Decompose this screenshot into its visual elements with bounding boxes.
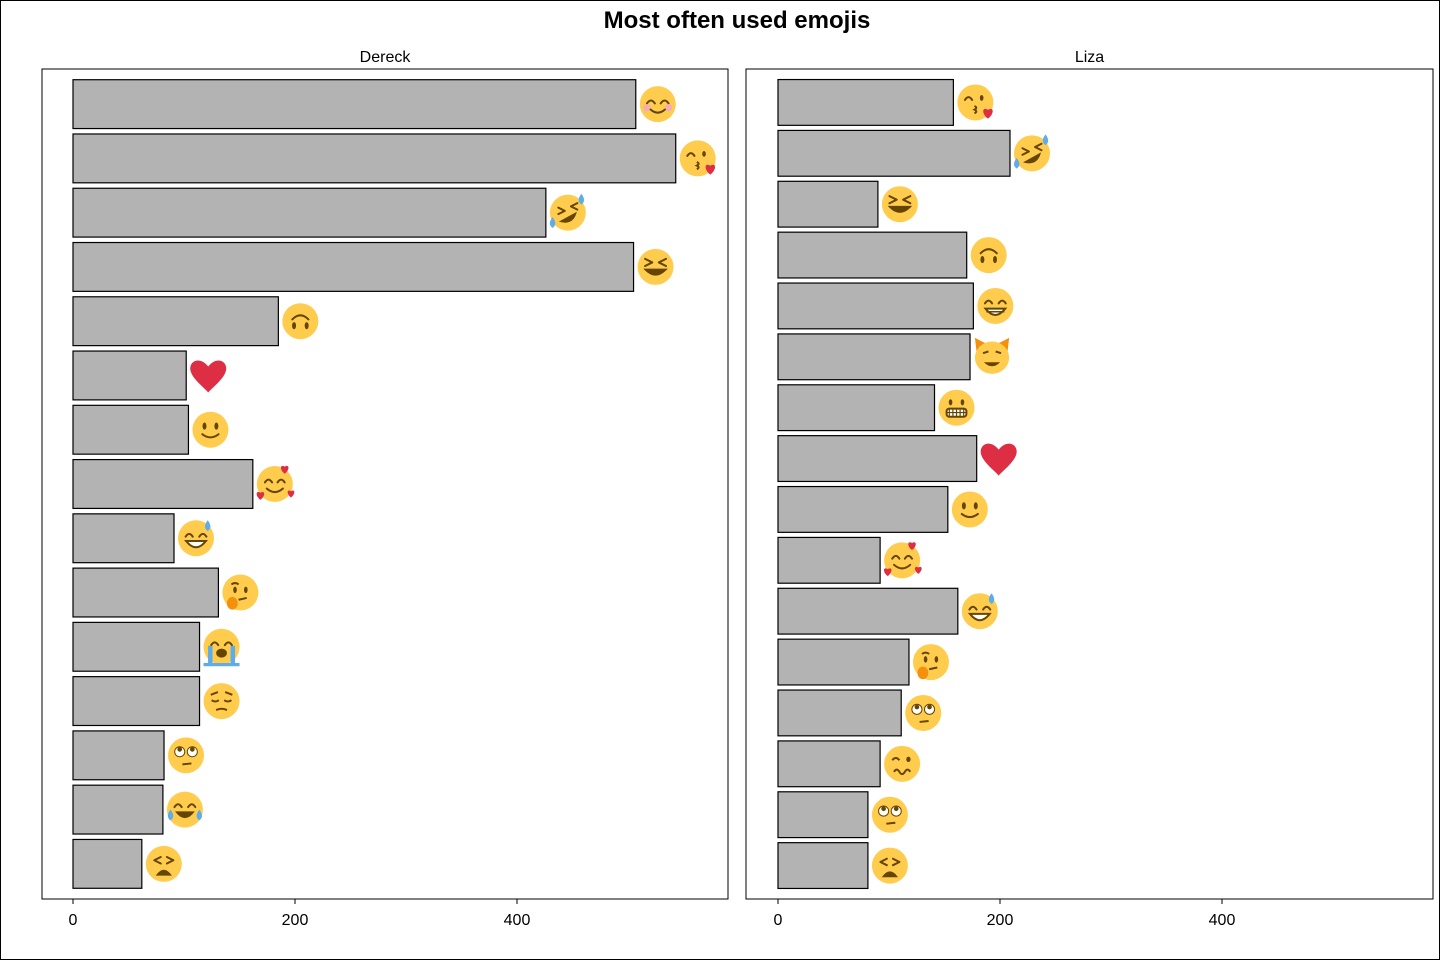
slightly-smiling-face-icon [192,411,229,448]
woozy-face-icon [884,745,921,782]
panel-dereck-x-tick-label-0: 0 [69,912,78,929]
bar-liza-upside-down-face [777,231,968,279]
bar-liza-weary-face [777,842,869,890]
panel-dereck: Dereck 0 200 400 [41,49,729,929]
panel-liza-x-tick-label-0: 0 [774,912,783,929]
bar-liza-grinning-squinting-face [777,180,879,228]
bar-dereck-face-blowing-a-kiss [72,133,677,184]
bar-dereck-upside-down-face [72,296,279,347]
bar-dereck-rolling-on-the-floor-laughing [72,187,547,238]
chart-title: Most often used emojis [604,7,871,34]
smiling-face-with-hearts-icon [256,465,295,502]
loudly-crying-face-icon [203,628,240,667]
face-with-rolling-eyes-alt-icon [871,796,908,833]
grinning-cat-icon [974,337,1010,374]
bar-liza-slightly-smiling-face [777,485,949,533]
bar-dereck-smiling-face-with-smiling-eyes [72,79,637,130]
bar-liza-red-heart [777,435,978,483]
bar-dereck-loudly-crying-face [72,621,201,672]
upside-down-face-icon [970,237,1007,274]
panels-layer: Dereck 0 200 400 Liza 0 200 400 [41,49,1434,929]
panel-dereck-x-tick-label-200: 200 [282,912,309,929]
bar-dereck-smiling-face-with-hearts [72,458,254,510]
bar-liza-thinking-face [777,638,910,686]
pensive-face-icon [203,683,240,720]
bar-dereck-face-with-rolling-eyes [72,730,165,781]
rolling-on-the-floor-laughing-icon [549,193,586,231]
red-heart-icon [980,443,1017,476]
bar-dereck-red-heart [72,350,187,401]
smiling-face-with-smiling-eyes-icon [639,86,676,123]
bar-dereck-grinning-face-with-sweat [72,513,175,564]
panel-dereck-border [41,68,729,900]
bar-liza-face-with-rolling-eyes-alt [777,791,869,839]
bar-liza-face-with-rolling-eyes [777,689,902,737]
weary-face-icon [145,845,182,882]
face-with-rolling-eyes-icon [168,737,205,774]
grinning-squinting-face-icon [881,186,918,223]
thinking-face-icon [912,644,949,681]
bar-dereck-slightly-smiling-face [72,404,190,455]
bar-liza-face-blowing-a-kiss [777,78,954,126]
bar-liza-grinning-cat [777,333,971,381]
panel-dereck-strip-label: Dereck [360,49,412,66]
panel-liza-x-tick-label-400: 400 [1209,912,1236,929]
face-with-rolling-eyes-icon [905,694,942,731]
bar-liza-woozy-face [777,740,881,788]
bar-dereck-weary-face [72,838,143,889]
panel-liza: Liza 0 200 400 [745,49,1434,929]
panel-liza-strip-label: Liza [1075,49,1104,66]
face-blowing-a-kiss-icon [679,140,716,177]
red-heart-icon [190,360,227,393]
rolling-on-the-floor-laughing-icon [1013,134,1050,172]
grinning-squinting-face-icon [637,248,674,285]
slightly-smiling-face-icon [951,491,988,528]
bar-dereck-face-with-tears-of-joy [72,784,164,835]
bar-dereck-thinking-face [72,567,220,618]
bar-liza-beaming-face-with-smiling-eyes [777,282,974,330]
bar-liza-grimacing-face [777,384,936,432]
grimacing-face-icon [938,389,975,426]
bar-liza-smiling-face-with-hearts [777,536,881,584]
bar-liza-rolling-on-the-floor-laughing [777,129,1011,177]
face-with-tears-of-joy-icon [166,791,203,828]
weary-face-icon [871,847,908,884]
grinning-face-with-sweat-icon [961,593,998,630]
face-blowing-a-kiss-icon [957,84,994,121]
bar-liza-grinning-face-with-sweat [777,587,959,635]
upside-down-face-icon [282,303,319,340]
panel-liza-x-tick-label-200: 200 [987,912,1014,929]
panel-liza-border [745,68,1434,900]
bar-dereck-pensive-face [72,676,201,727]
grinning-face-with-sweat-icon [178,520,215,557]
bar-dereck-grinning-squinting-face [72,241,635,292]
thinking-face-icon [222,574,259,611]
panel-dereck-x-tick-label-400: 400 [504,912,531,929]
smiling-face-with-hearts-icon [883,542,922,579]
beaming-face-with-smiling-eyes-icon [977,287,1014,324]
